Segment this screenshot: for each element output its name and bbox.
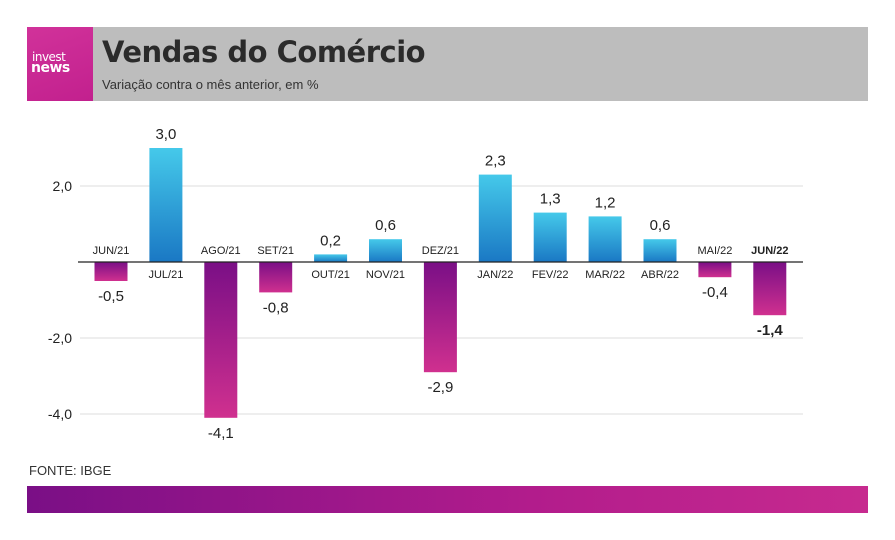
- investnews-logo: invest news: [27, 27, 93, 101]
- data-label: -0,5: [98, 288, 124, 305]
- bar: [588, 216, 622, 262]
- bar: [369, 239, 402, 262]
- bar: [149, 148, 183, 262]
- bar: [314, 254, 348, 262]
- bar: [698, 262, 732, 278]
- data-label: 3,0: [155, 126, 176, 143]
- category-label: MAR/22: [585, 269, 625, 281]
- data-label: -0,4: [702, 284, 728, 301]
- category-label: SET/21: [257, 245, 294, 257]
- bar: [643, 239, 677, 262]
- category-label: DEZ/21: [422, 245, 459, 257]
- category-label: JAN/22: [477, 269, 513, 281]
- data-label: -1,4: [757, 322, 784, 339]
- bar: [423, 262, 457, 373]
- data-label: 0,6: [650, 217, 671, 234]
- category-label: NOV/21: [366, 269, 405, 281]
- data-label: 1,3: [540, 191, 561, 208]
- y-tick-label: -4,0: [48, 406, 72, 422]
- data-label: 2,3: [485, 153, 506, 170]
- y-tick-label: 2,0: [53, 178, 73, 194]
- logo-text-news: news: [31, 60, 70, 76]
- category-label: MAI/22: [697, 245, 732, 257]
- y-tick-label: -2,0: [48, 330, 72, 346]
- category-label: JUN/22: [751, 245, 788, 257]
- category-label: OUT/21: [311, 269, 350, 281]
- category-label: AGO/21: [201, 245, 241, 257]
- data-label: -4,1: [208, 425, 234, 442]
- source-note: FONTE: IBGE: [29, 463, 112, 478]
- category-label: JUL/21: [148, 269, 183, 281]
- logo-text-invest: invest: [32, 50, 66, 64]
- chart-header: invest news Vendas do Comércio Variação …: [27, 27, 868, 101]
- bar: [259, 262, 293, 293]
- data-label: -0,8: [263, 299, 289, 316]
- bar: [204, 262, 238, 418]
- chart-subtitle: Variação contra o mês anterior, em %: [102, 77, 319, 92]
- data-label: -2,9: [427, 379, 453, 396]
- bar: [753, 262, 787, 316]
- chart-title: Vendas do Comércio: [102, 35, 426, 69]
- data-label: 0,2: [320, 232, 341, 249]
- data-label: 1,2: [595, 194, 616, 211]
- category-label: JUN/21: [93, 245, 130, 257]
- bar: [94, 262, 128, 281]
- bar: [478, 174, 512, 262]
- bar: [533, 212, 567, 262]
- category-label: FEV/22: [532, 269, 569, 281]
- category-label: ABR/22: [641, 269, 679, 281]
- footer-gradient-bar: [27, 486, 868, 513]
- data-label: 0,6: [375, 217, 396, 234]
